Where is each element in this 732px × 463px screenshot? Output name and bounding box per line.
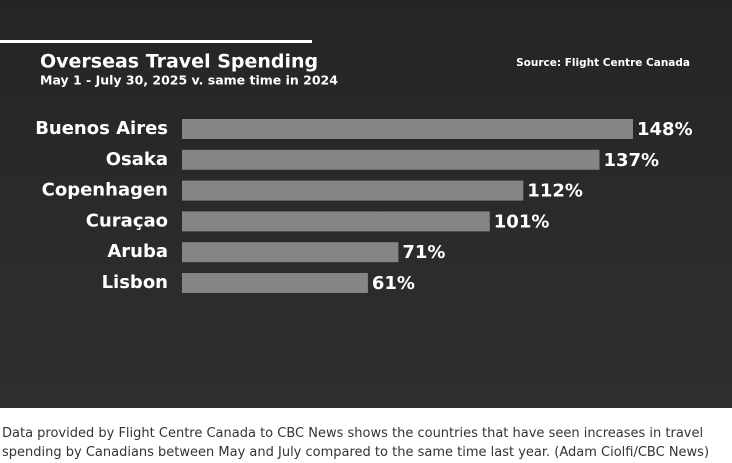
chart-background [0,0,732,408]
category-label: Buenos Aires [35,118,168,139]
bar [182,273,368,293]
value-label: 137% [603,150,659,171]
value-label: 71% [402,242,445,263]
chart-source: Source: Flight Centre Canada [516,57,690,69]
category-label: Curaçao [86,210,168,231]
bar [182,180,524,201]
chart-title: Overseas Travel Spending [40,51,318,73]
value-label: 101% [494,211,550,232]
chart: Overseas Travel Spending May 1 - July 30… [0,0,732,408]
category-label: Osaka [106,149,168,170]
value-label: 148% [637,119,693,140]
value-label: 61% [372,273,415,294]
category-label: Aruba [107,241,168,262]
chart-subtitle: May 1 - July 30, 2025 v. same time in 20… [40,73,338,88]
bar [182,242,399,263]
category-label: Lisbon [102,272,168,293]
title-rule [0,40,312,43]
bar [182,149,600,170]
value-label: 112% [527,181,583,202]
caption: Data provided by Flight Centre Canada to… [2,426,710,460]
category-label: Copenhagen [42,180,168,201]
bar [182,119,633,139]
bar [182,211,490,232]
